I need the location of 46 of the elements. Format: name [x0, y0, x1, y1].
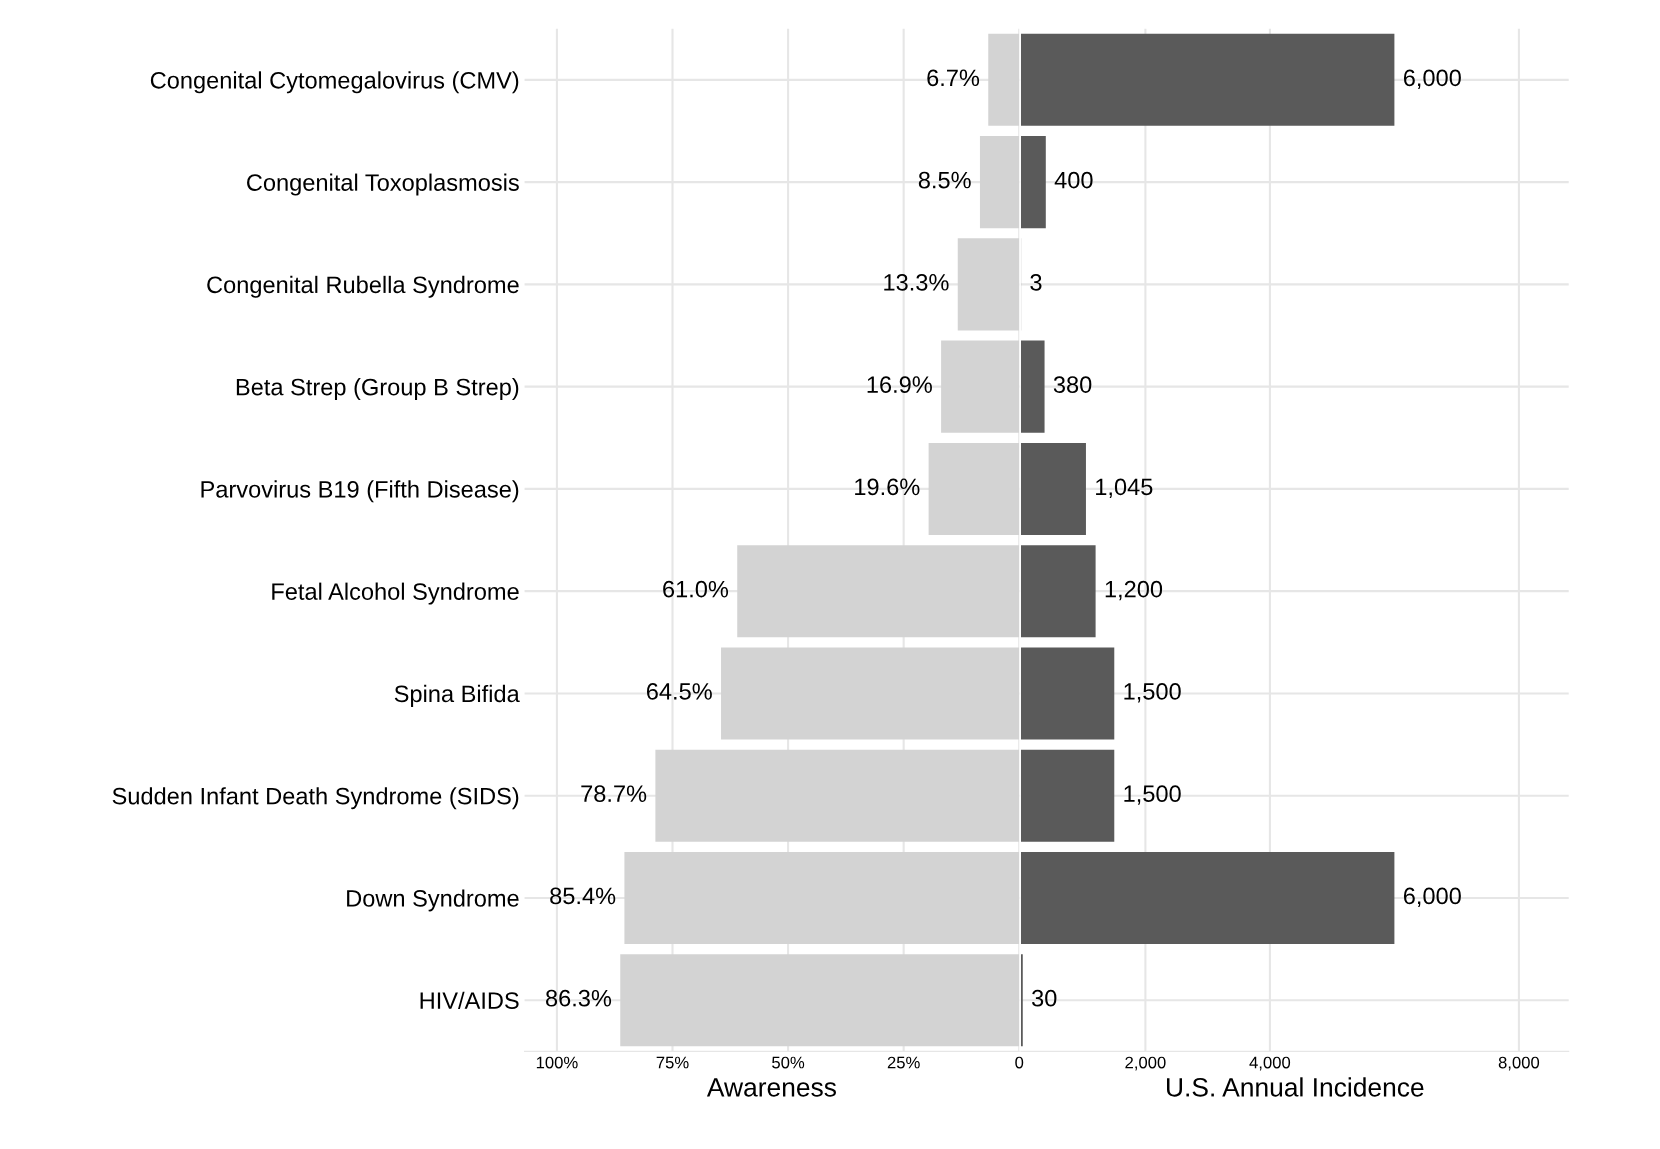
x-tick-label: 0	[1015, 1056, 1024, 1069]
bar	[1020, 647, 1115, 740]
x-tick-label: 2,000	[1125, 1056, 1166, 1071]
data-label: 30	[1032, 989, 1057, 1007]
bar	[988, 33, 1020, 126]
bar	[957, 238, 1020, 331]
data-label: 64.5%	[646, 683, 712, 700]
data-label: 1,500	[1124, 683, 1181, 703]
x-axis-title: Awareness	[706, 1078, 836, 1097]
x-tick-label: 100%	[536, 1056, 578, 1069]
data-label: 380	[1053, 376, 1092, 393]
y-tick-label: Down Syndrome	[347, 889, 519, 912]
x-axis-title: U.S. Annual Incidence	[1167, 1077, 1424, 1097]
y-tick-label: Congenital Rubella Syndrome	[207, 275, 519, 298]
data-label: 19.6%	[855, 478, 920, 496]
data-label: 16.9%	[867, 376, 932, 393]
y-tick-label: Beta Strep (Group B Strep)	[236, 378, 519, 401]
y-tick-label: HIV/AIDS	[420, 991, 519, 1009]
data-label: 3	[1030, 274, 1042, 291]
data-label: 86.3%	[546, 989, 612, 1007]
bar	[1020, 545, 1096, 638]
data-label: 61.0%	[663, 580, 729, 598]
x-tick-label: 75%	[656, 1056, 689, 1069]
y-tick-label: Fetal Alcohol Syndrome	[272, 582, 519, 605]
y-tick-label: Sudden Infant Death Syndrome (SIDS)	[112, 787, 519, 810]
data-label: 8.5%	[918, 171, 971, 189]
data-label: 1,200	[1105, 580, 1163, 601]
data-label: 6,000	[1403, 69, 1461, 89]
bar	[1020, 749, 1115, 842]
x-tick-label: 25%	[887, 1056, 920, 1069]
y-tick-label: Congenital Toxoplasmosis	[247, 173, 519, 196]
x-tick-label: 50%	[772, 1056, 805, 1069]
data-label: 78.7%	[581, 785, 647, 803]
data-label: 85.4%	[550, 887, 616, 905]
x-tick-label: 4,000	[1249, 1056, 1291, 1071]
data-label: 400	[1054, 171, 1093, 189]
x-tick-label: 8,000	[1498, 1056, 1540, 1071]
y-tick-label: Parvovirus B19 (Fifth Disease)	[201, 480, 519, 503]
data-label: 1,045	[1096, 478, 1153, 499]
y-tick-label: Congenital Cytomegalovirus (CMV)	[150, 71, 519, 94]
bar	[1020, 340, 1045, 433]
data-label: 6.7%	[927, 69, 980, 87]
data-label: 13.3%	[884, 274, 949, 291]
data-label: 6,000	[1403, 887, 1461, 908]
data-label: 1,500	[1124, 785, 1181, 805]
y-tick-label: Spina Bifida	[394, 684, 520, 707]
